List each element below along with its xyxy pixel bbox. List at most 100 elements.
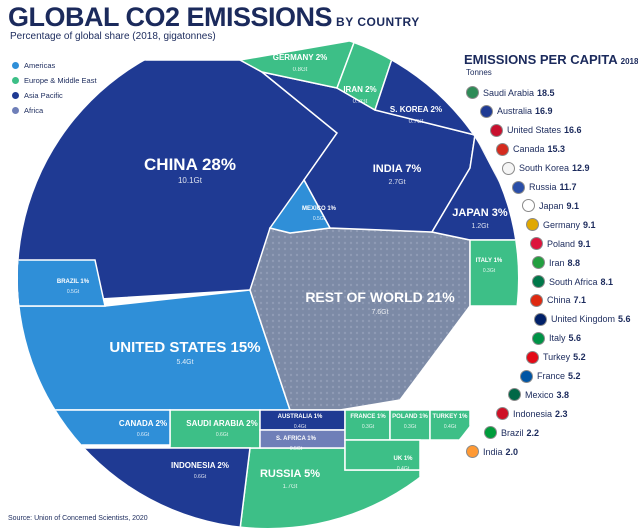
per-capita-row: Saudi Arabia 18.5 bbox=[466, 86, 555, 99]
cell-value: 0.8Gt bbox=[293, 67, 308, 73]
per-capita-row: Russia 11.7 bbox=[512, 180, 577, 194]
cell-value: 0.4Gt bbox=[294, 424, 307, 430]
cell-value: 0.5Gt bbox=[313, 216, 326, 222]
flag-icon bbox=[512, 180, 525, 194]
cell-label: FRANCE 1% bbox=[350, 414, 386, 420]
legend-label: Americas bbox=[24, 61, 56, 70]
region-legend: Americas Europe & Middle East Asia Pacific… bbox=[12, 58, 97, 118]
per-capita-value: 5.2 bbox=[573, 352, 586, 363]
per-capita-country: United Kingdom bbox=[551, 314, 616, 325]
per-capita-row: United States 16.6 bbox=[490, 123, 582, 137]
per-capita-country: United States bbox=[507, 125, 562, 136]
cell-value: 0.4Gt bbox=[444, 424, 457, 430]
cell-label: TURKEY 1% bbox=[433, 414, 469, 420]
per-capita-row: Iran 8.8 bbox=[532, 256, 581, 270]
per-capita-row: China 7.1 bbox=[530, 293, 587, 307]
per-capita-row: Poland 9.1 bbox=[530, 237, 591, 251]
flag-icon bbox=[480, 104, 493, 118]
per-capita-country: Australia bbox=[497, 106, 533, 117]
per-capita-unit: Tonnes bbox=[466, 68, 492, 77]
per-capita-value: 2.2 bbox=[526, 427, 540, 438]
flag-icon bbox=[466, 86, 479, 99]
flag-icon bbox=[520, 369, 533, 383]
legend-swatch bbox=[12, 62, 19, 69]
per-capita-country: Canada bbox=[513, 144, 545, 155]
per-capita-row: United Kingdom 5.6 bbox=[534, 312, 631, 326]
cell-value: 0.3Gt bbox=[483, 268, 496, 274]
cell-value: 10.1Gt bbox=[178, 176, 203, 185]
per-capita-country: Poland bbox=[547, 238, 576, 249]
cell-value: 2.7Gt bbox=[388, 179, 405, 186]
per-capita-country: Italy bbox=[549, 333, 566, 344]
per-capita-row: Germany 9.1 bbox=[526, 218, 596, 232]
legend-label: Europe & Middle East bbox=[24, 76, 97, 85]
per-capita-value: 16.6 bbox=[564, 125, 582, 136]
cell-label: INDIA 7% bbox=[373, 163, 422, 175]
per-capita-value: 8.8 bbox=[567, 257, 581, 268]
cell-label: AUSTRALIA 1% bbox=[278, 414, 323, 420]
per-capita-value: 5.6 bbox=[618, 314, 631, 325]
flag-icon bbox=[522, 199, 535, 213]
cell-label: JAPAN 3% bbox=[452, 207, 508, 219]
source-note: Source: Union of Concerned Scientists, 2… bbox=[8, 515, 148, 522]
legend-item: Asia Pacific bbox=[12, 88, 97, 103]
flag-icon bbox=[532, 331, 545, 345]
flag-icon bbox=[502, 161, 515, 175]
per-capita-row: Canada 15.3 bbox=[496, 142, 566, 156]
per-capita-value: 12.9 bbox=[572, 163, 590, 174]
per-capita-value: 8.1 bbox=[600, 276, 614, 287]
cell-value: 0.3Gt bbox=[362, 424, 375, 430]
flag-icon bbox=[532, 256, 545, 270]
chart-title: GLOBAL CO2 EMISSIONS BY COUNTRY bbox=[8, 2, 420, 32]
per-capita-value: 7.1 bbox=[573, 295, 587, 306]
per-capita-row: South Korea 12.9 bbox=[502, 161, 590, 175]
cell-label: INDONESIA 2% bbox=[171, 461, 229, 470]
cell-japan bbox=[430, 132, 518, 241]
per-capita-row: Japan 9.1 bbox=[522, 199, 579, 213]
per-capita-value: 5.2 bbox=[568, 371, 581, 381]
per-capita-country: Germany bbox=[543, 219, 581, 230]
per-capita-row: Italy 5.6 bbox=[532, 331, 581, 345]
cell-uk bbox=[344, 439, 421, 471]
cell-saudi-arabia bbox=[169, 409, 261, 449]
legend-item: Americas bbox=[12, 58, 97, 73]
per-capita-country: Turkey bbox=[543, 352, 571, 363]
legend-item: Africa bbox=[12, 103, 97, 118]
legend-swatch bbox=[12, 77, 19, 84]
flag-icon bbox=[490, 123, 503, 137]
per-capita-country: Indonesia bbox=[513, 408, 553, 419]
cell-label: REST OF WORLD 21% bbox=[305, 289, 455, 305]
cell-value: 0.3Gt bbox=[404, 424, 417, 430]
cell-label: BRAZIL 1% bbox=[57, 279, 90, 285]
cell-label: RUSSIA 5% bbox=[260, 468, 320, 480]
cell-value: 1.7Gt bbox=[283, 484, 298, 490]
legend-swatch bbox=[12, 107, 19, 114]
per-capita-row: South Africa 8.1 bbox=[532, 275, 613, 288]
cell-value: 0.6Gt bbox=[216, 432, 229, 438]
chart-title-suffix: BY COUNTRY bbox=[336, 15, 420, 29]
per-capita-title: EMISSIONS PER CAPITA 2018 bbox=[464, 52, 638, 67]
cell-label: SAUDI ARABIA 2% bbox=[186, 419, 257, 428]
per-capita-row: Indonesia 2.3 bbox=[496, 407, 568, 421]
flag-icon bbox=[534, 312, 547, 326]
cell-italy bbox=[469, 239, 518, 307]
legend-item: Europe & Middle East bbox=[12, 73, 97, 88]
per-capita-row: France 5.2 bbox=[520, 369, 581, 383]
cell-rest-of-world bbox=[249, 227, 471, 411]
flag-icon bbox=[532, 275, 545, 288]
flag-icon bbox=[530, 237, 543, 251]
legend-label: Africa bbox=[24, 106, 44, 115]
flag-icon bbox=[526, 350, 539, 364]
per-capita-row: Australia 16.9 bbox=[480, 104, 553, 118]
flag-icon bbox=[530, 293, 543, 307]
cell-label: ITALY 1% bbox=[476, 258, 503, 264]
cell-value: 1.2Gt bbox=[471, 223, 488, 230]
per-capita-country: France bbox=[537, 371, 566, 381]
legend-label: Asia Pacific bbox=[24, 91, 63, 100]
cell-label: S. AFRICA 1% bbox=[276, 436, 317, 442]
flag-icon bbox=[484, 426, 497, 440]
cell-mexico bbox=[268, 178, 332, 234]
per-capita-country: Saudi Arabia bbox=[483, 87, 535, 98]
per-capita-value: 15.3 bbox=[547, 144, 566, 155]
